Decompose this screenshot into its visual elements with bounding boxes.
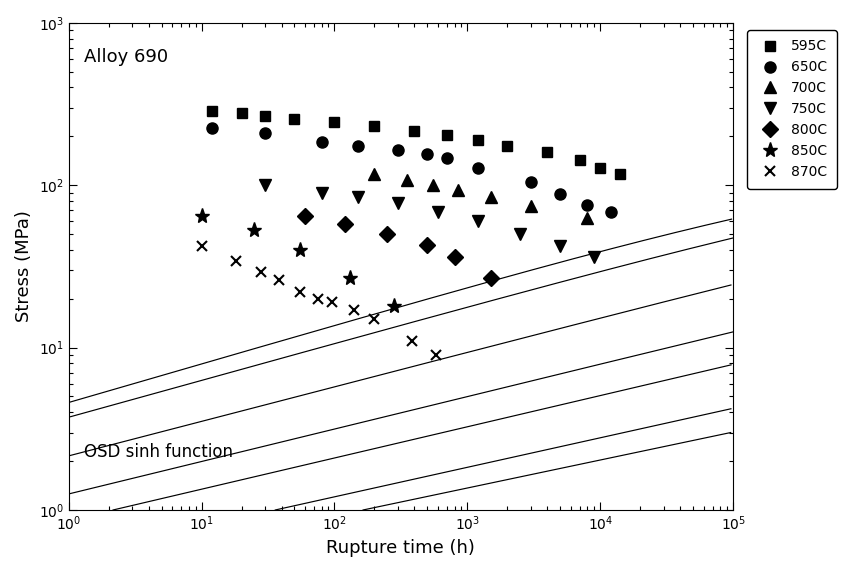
850C [344, 274, 354, 281]
Line: 870C: 870C [197, 241, 440, 360]
870C [406, 337, 417, 344]
595C [330, 118, 340, 125]
650C [556, 191, 566, 198]
595C [542, 149, 552, 156]
750C [433, 209, 443, 216]
750C [316, 189, 326, 196]
X-axis label: Rupture time (h): Rupture time (h) [326, 539, 475, 557]
595C [503, 142, 513, 149]
650C [393, 146, 403, 153]
850C [250, 227, 260, 233]
870C [326, 299, 337, 306]
800C [300, 212, 310, 219]
650C [582, 202, 592, 209]
650C [423, 151, 433, 158]
870C [348, 307, 359, 313]
800C [383, 231, 393, 237]
Line: 750C: 750C [260, 180, 600, 263]
750C [260, 182, 270, 189]
870C [256, 269, 266, 276]
800C [486, 274, 496, 281]
595C [260, 113, 270, 120]
870C [273, 277, 284, 284]
700C [428, 182, 438, 189]
650C [473, 164, 483, 171]
595C [370, 123, 380, 130]
Line: 595C: 595C [207, 106, 625, 178]
870C [370, 316, 380, 323]
750C [515, 231, 526, 237]
650C [316, 138, 326, 145]
Line: 800C: 800C [299, 210, 497, 283]
870C [431, 352, 441, 359]
870C [197, 243, 207, 250]
800C [449, 254, 459, 261]
700C [370, 170, 380, 177]
650C [260, 129, 270, 136]
750C [473, 218, 483, 225]
750C [353, 194, 363, 201]
650C [526, 178, 536, 185]
700C [486, 194, 496, 201]
595C [290, 116, 300, 122]
Line: 850C: 850C [194, 208, 401, 314]
850C [295, 247, 305, 253]
870C [295, 288, 305, 295]
700C [453, 187, 463, 194]
650C [207, 125, 217, 132]
750C [556, 243, 566, 250]
650C [441, 154, 452, 161]
595C [614, 170, 625, 177]
870C [230, 258, 240, 265]
595C [207, 108, 217, 115]
Text: Alloy 690: Alloy 690 [83, 48, 168, 66]
870C [313, 295, 323, 302]
Line: 650C: 650C [206, 122, 616, 218]
700C [526, 203, 536, 210]
Text: OSD sinh function: OSD sinh function [83, 443, 233, 461]
850C [389, 303, 399, 309]
650C [353, 142, 363, 149]
595C [574, 157, 584, 164]
700C [401, 176, 412, 183]
750C [393, 199, 403, 206]
700C [582, 214, 592, 221]
Line: 700C: 700C [369, 168, 593, 223]
595C [596, 164, 606, 171]
650C [606, 209, 616, 216]
800C [423, 241, 433, 248]
595C [441, 131, 452, 138]
Legend: 595C, 650C, 700C, 750C, 800C, 850C, 870C: 595C, 650C, 700C, 750C, 800C, 850C, 870C [746, 30, 837, 189]
Y-axis label: Stress (MPa): Stress (MPa) [15, 210, 33, 323]
595C [237, 110, 247, 117]
750C [589, 254, 599, 261]
595C [473, 137, 483, 144]
800C [340, 220, 350, 227]
850C [197, 212, 207, 219]
595C [410, 128, 420, 134]
